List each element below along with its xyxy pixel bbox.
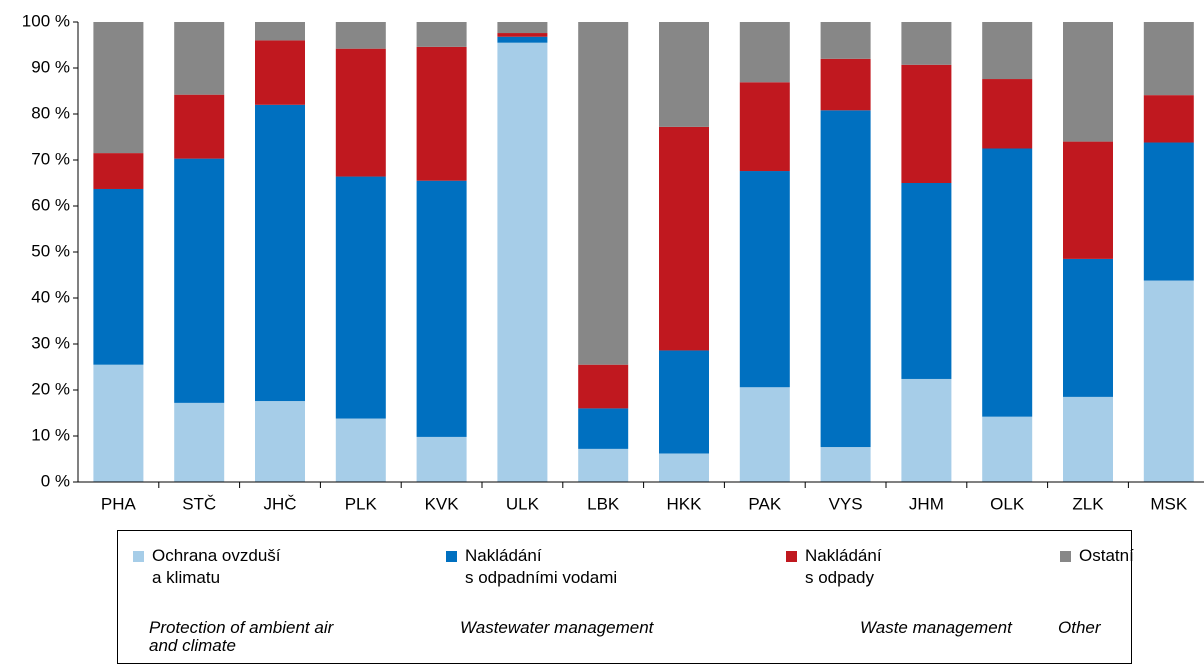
bar-segment bbox=[416, 22, 467, 47]
bar-segment bbox=[1143, 95, 1194, 143]
y-tick-label: 10 % bbox=[31, 425, 70, 444]
bar-segment bbox=[174, 94, 225, 159]
y-tick-label: 90 % bbox=[31, 57, 70, 76]
x-tick-label: ZLK bbox=[1072, 494, 1104, 513]
x-tick-label: JHČ bbox=[263, 494, 296, 513]
bar-segment bbox=[416, 436, 467, 482]
legend-swatch bbox=[446, 551, 457, 562]
legend-label: Ochrana ovzduší a klimatu bbox=[152, 546, 281, 587]
bar-segment bbox=[659, 350, 709, 454]
bar-segment bbox=[982, 416, 1033, 482]
legend-label-en: Wastewater management bbox=[460, 618, 654, 637]
bar-segment bbox=[255, 401, 305, 482]
bar-segment bbox=[335, 176, 386, 419]
bar-segment bbox=[497, 22, 548, 34]
bar-segment bbox=[578, 22, 629, 365]
y-tick-label: 60 % bbox=[31, 195, 70, 214]
x-tick-label: LBK bbox=[587, 494, 620, 513]
bar-segment bbox=[255, 40, 305, 105]
bar-segment bbox=[982, 148, 1033, 417]
bar-segment bbox=[578, 364, 629, 409]
bar-segment bbox=[1143, 280, 1194, 482]
y-tick-label: 30 % bbox=[31, 333, 70, 352]
bar-segment bbox=[659, 22, 709, 127]
bar-segment bbox=[416, 46, 467, 181]
bar-segment bbox=[497, 42, 548, 482]
bar-segment bbox=[174, 22, 225, 95]
bar-segment bbox=[335, 22, 386, 49]
bar-segment bbox=[497, 33, 548, 37]
bar-segment bbox=[659, 126, 709, 351]
x-tick-label: PHA bbox=[101, 494, 137, 513]
bar-segment bbox=[578, 408, 629, 449]
bar-segment bbox=[820, 110, 871, 448]
x-tick-label: JHM bbox=[909, 494, 944, 513]
bar-segment bbox=[416, 180, 467, 437]
bar-segment bbox=[1063, 258, 1113, 397]
x-tick-label: PAK bbox=[748, 494, 781, 513]
y-tick-label: 70 % bbox=[31, 149, 70, 168]
bar-segment bbox=[497, 36, 548, 43]
bar-segment bbox=[255, 104, 305, 402]
bar-segment bbox=[901, 378, 952, 482]
bar-segment bbox=[1143, 22, 1194, 96]
bar-segment bbox=[820, 447, 871, 482]
bar-segment bbox=[901, 22, 952, 65]
bar-segment bbox=[820, 22, 871, 59]
legend-label: Ostatní bbox=[1079, 546, 1134, 565]
plot: 0 % 10 % 20 % 30 % 40 % 50 % 60 % 70 % 80 % 90 % 1… bbox=[22, 11, 1204, 513]
bar-segment bbox=[93, 188, 144, 365]
x-tick-label: KVK bbox=[425, 494, 460, 513]
x-tick-label: STČ bbox=[182, 494, 216, 513]
bar-segment bbox=[982, 22, 1033, 80]
legend: Ochrana ovzduší a klimatu Protection of a… bbox=[117, 530, 1134, 664]
bar-segment bbox=[1063, 22, 1113, 142]
bar-segment bbox=[174, 158, 225, 403]
bar-segment bbox=[93, 364, 144, 482]
bar-segment bbox=[901, 64, 952, 183]
x-tick-label: HKK bbox=[667, 494, 703, 513]
y-tick-label: 20 % bbox=[31, 379, 70, 398]
bar-segment bbox=[335, 418, 386, 482]
legend-label-en: Waste management bbox=[860, 618, 1012, 637]
bar-segment bbox=[335, 48, 386, 177]
bar-segment bbox=[739, 171, 790, 388]
y-tick-label: 0 % bbox=[41, 471, 70, 490]
bar-segment bbox=[739, 387, 790, 482]
bar-segment bbox=[901, 183, 952, 379]
legend-label: Nakládání s odpady bbox=[805, 546, 882, 587]
x-tick-label: OLK bbox=[990, 494, 1025, 513]
x-tick-label: MSK bbox=[1150, 494, 1188, 513]
legend-swatch bbox=[786, 551, 797, 562]
x-tick-label: ULK bbox=[506, 494, 540, 513]
y-tick-label: 40 % bbox=[31, 287, 70, 306]
bar-segment bbox=[174, 402, 225, 482]
y-tick-label: 80 % bbox=[31, 103, 70, 122]
x-tick-label: PLK bbox=[345, 494, 378, 513]
bar-segment bbox=[93, 153, 144, 189]
bar-segment bbox=[739, 22, 790, 83]
legend-label-en: Protection of ambient air and climate bbox=[149, 618, 334, 655]
bar-segment bbox=[1063, 141, 1113, 259]
bar-segment bbox=[255, 22, 305, 41]
bar-segment bbox=[982, 79, 1033, 149]
bar-segment bbox=[578, 448, 629, 482]
legend-label-en: Other bbox=[1058, 618, 1101, 637]
bar-segment bbox=[93, 22, 144, 154]
legend-swatch bbox=[133, 551, 144, 562]
bar-segment bbox=[1063, 396, 1113, 482]
y-tick-label: 100 % bbox=[22, 11, 70, 30]
bar-segment bbox=[1143, 142, 1194, 281]
legend-label: Nakládání s odpadními vodami bbox=[465, 546, 618, 587]
bar-segment bbox=[820, 58, 871, 111]
legend-swatch bbox=[1060, 551, 1071, 562]
bar-segment bbox=[659, 453, 709, 482]
y-tick-label: 50 % bbox=[31, 241, 70, 260]
x-tick-label: VYS bbox=[829, 494, 863, 513]
bar-segment bbox=[739, 82, 790, 172]
